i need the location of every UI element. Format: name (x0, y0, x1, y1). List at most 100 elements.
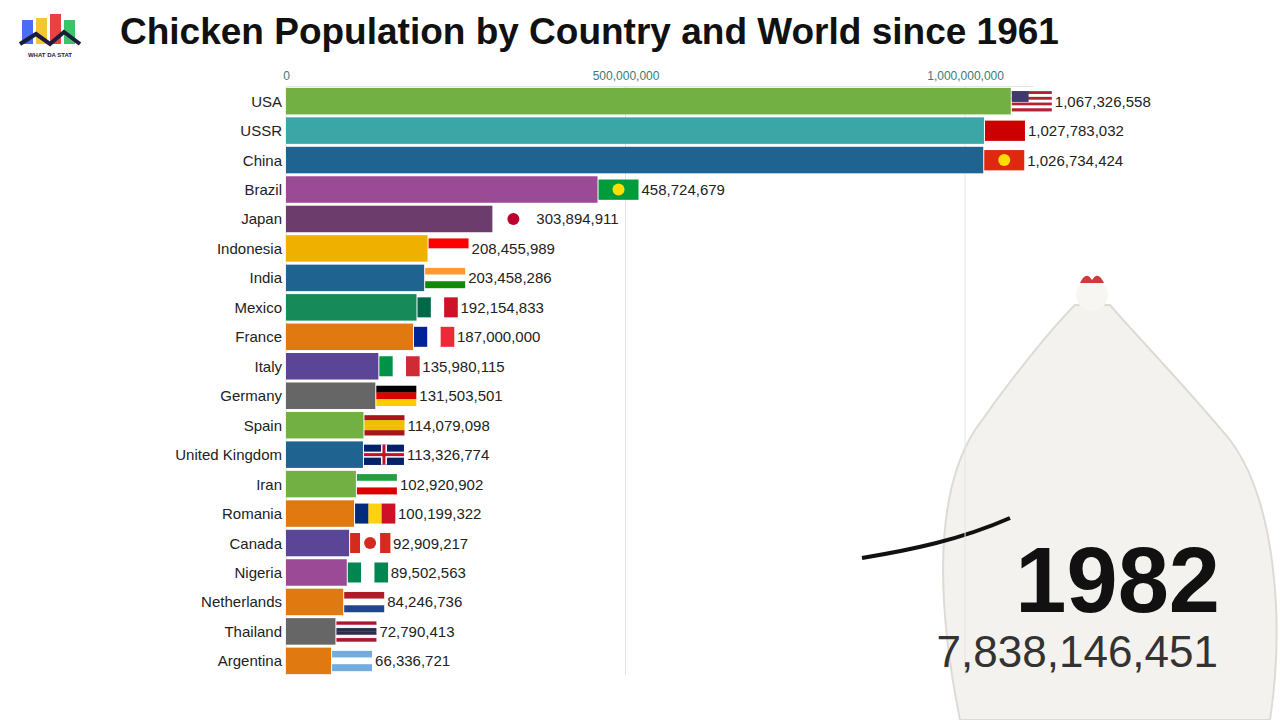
flag (357, 474, 397, 494)
bar (286, 353, 378, 380)
flag-stripe (417, 297, 431, 317)
flag (379, 356, 419, 376)
flag-emblem (998, 154, 1010, 166)
bar (286, 294, 416, 321)
flag-stripe (441, 327, 455, 347)
bar (286, 471, 356, 498)
bar (286, 530, 349, 557)
flag-emblem (364, 537, 376, 549)
chicken-head (1076, 279, 1108, 311)
tick-label: 1,000,000,000 (927, 69, 1004, 83)
flag-stripe (985, 121, 1025, 141)
flag-stripe (336, 631, 376, 635)
chicken-line (862, 518, 1010, 558)
data-label: 458,724,679 (642, 181, 725, 198)
flag-stripe (332, 658, 372, 665)
flag-stripe (382, 504, 396, 524)
flag-stripe (332, 651, 372, 658)
tick: 500,000,000 (593, 69, 660, 86)
bar (286, 589, 343, 616)
flag (417, 297, 457, 317)
flag-stripe (376, 386, 416, 393)
flag-stripe (357, 474, 397, 481)
logo-text: WHAT DA STAT (28, 52, 72, 58)
flag-stripe (444, 297, 458, 317)
flag-stripe (429, 248, 469, 258)
data-label: 1,026,734,424 (1027, 152, 1123, 169)
grid-line (625, 87, 626, 675)
flag-stripe (376, 399, 416, 406)
flag-stripe (332, 664, 372, 671)
tick: 0 (283, 69, 290, 86)
tick-label: 0 (283, 69, 290, 83)
data-label: 135,980,115 (422, 358, 504, 375)
flag-stripe (336, 628, 376, 632)
flag (414, 327, 454, 347)
flag-stripe (1012, 108, 1052, 111)
data-label: 113,326,774 (407, 446, 489, 463)
data-label: 303,894,911 (536, 210, 618, 227)
bar (286, 618, 335, 645)
category-labels: USAUSSRChinaBrazilJapanIndonesiaIndiaMex… (175, 93, 282, 670)
title: Chicken Population by Country and World … (120, 11, 1059, 52)
flag (332, 651, 372, 671)
data-label: 187,000,000 (457, 328, 540, 345)
data-label: 72,790,413 (379, 623, 454, 640)
bar (286, 559, 347, 586)
category-label: USSR (240, 122, 282, 139)
flag (984, 150, 1024, 170)
flag-stripe (984, 150, 1024, 170)
category-label: Indonesia (217, 240, 283, 257)
flag (355, 504, 395, 524)
flags (332, 91, 1052, 671)
flag-emblem (507, 213, 519, 225)
logo: WHAT DA STAT (20, 14, 80, 58)
flag-stripe (1012, 105, 1052, 108)
flag (425, 268, 465, 288)
flag-stripe (364, 415, 404, 420)
flag (1012, 91, 1052, 111)
flag-stripe (493, 209, 533, 229)
bar (286, 206, 492, 233)
data-label: 92,909,217 (393, 535, 468, 552)
flag-stripe (348, 562, 362, 582)
flag-stripe (374, 562, 388, 582)
chicken-image (862, 276, 1277, 720)
data-label: 1,067,326,558 (1055, 93, 1151, 110)
flag-stripe (425, 281, 465, 288)
category-label: Mexico (234, 299, 282, 316)
category-label: Italy (254, 358, 282, 375)
grid (286, 87, 965, 675)
bar (286, 441, 363, 468)
category-label: Nigeria (234, 564, 282, 581)
flag-stripe (361, 562, 375, 582)
category-label: Brazil (244, 181, 282, 198)
flag-stripe (379, 356, 393, 376)
category-label: Thailand (224, 623, 282, 640)
bar (286, 176, 598, 203)
flag-stripe (336, 621, 376, 625)
category-label: Argentina (218, 652, 283, 669)
axis-line (287, 86, 1034, 87)
data-label: 114,079,098 (407, 417, 489, 434)
bar (286, 382, 375, 409)
category-label: Netherlands (201, 593, 282, 610)
flag-stripe (344, 605, 384, 612)
bar (286, 324, 413, 351)
data-label: 89,502,563 (391, 564, 466, 581)
flag-emblem (613, 184, 625, 196)
flag (376, 386, 416, 406)
data-label: 102,920,902 (400, 476, 483, 493)
flag-stripe (1012, 103, 1052, 106)
grid-line (965, 87, 966, 675)
tick-label: 500,000,000 (593, 69, 660, 83)
bar (286, 500, 354, 527)
bar (286, 648, 331, 675)
flag (493, 209, 533, 229)
flag-stripe (425, 268, 465, 275)
data-label: 66,336,721 (375, 652, 450, 669)
data-label: 1,027,783,032 (1028, 122, 1124, 139)
flag-stripe (350, 533, 360, 553)
bar (286, 412, 363, 439)
category-label: Iran (256, 476, 282, 493)
